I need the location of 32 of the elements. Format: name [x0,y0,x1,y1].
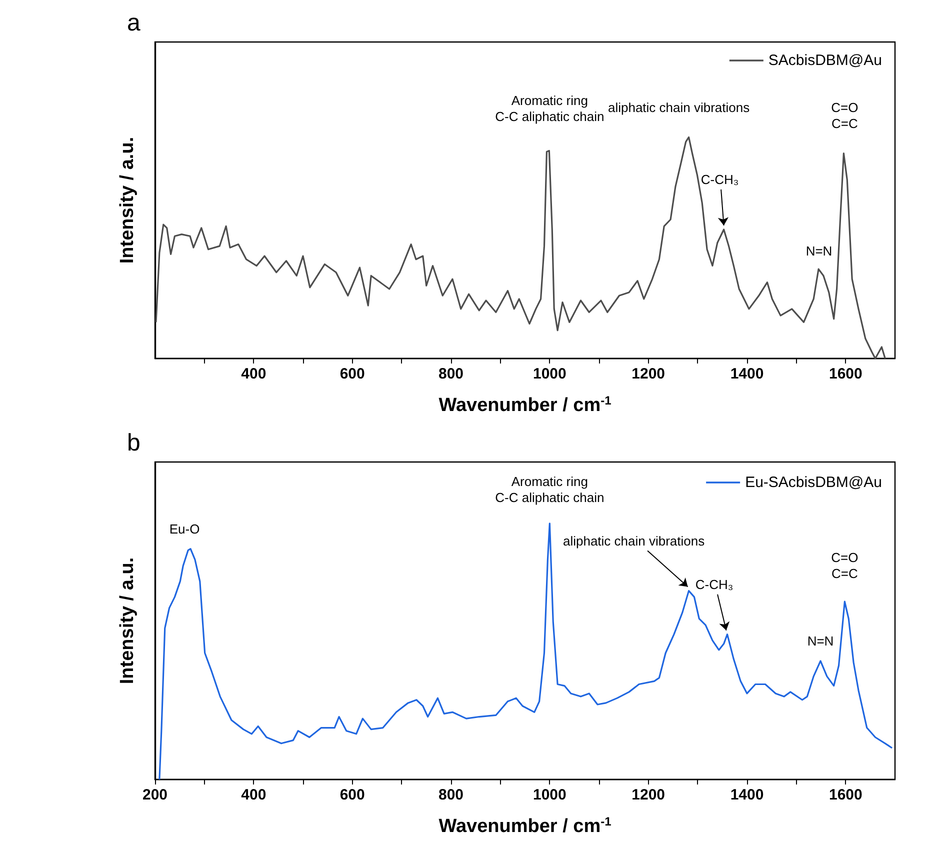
y-axis-title: Intensity / a.u. [117,557,138,684]
y-axis-title: Intensity / a.u. [117,136,138,264]
legend-label: Eu-SAcbisDBM@Au [745,474,882,491]
x-tick-label: 600 [340,786,365,804]
annotation: Aromatic ring C-C aliphatic chain [495,474,604,505]
annotation: C-CH₃ [700,172,739,187]
x-tick-label: 1600 [828,786,862,804]
x-tick-label: 600 [340,366,365,382]
annotation: Aromatic ring C-C aliphatic chain [495,93,604,124]
x-tick-label: 1400 [730,786,764,804]
x-tick-label: 1400 [730,366,764,382]
x-tick-label: 1200 [632,786,666,804]
x-tick-label: 800 [438,786,464,804]
annotation: Eu-O [169,521,200,536]
x-tick-label: 800 [438,366,464,382]
x-tick-label: 1000 [532,786,566,804]
annotation: C=O C=C [831,100,858,131]
annotation: N=N [806,244,832,259]
x-tick-label: 1600 [828,366,862,382]
x-tick-label: 400 [241,786,266,804]
annotation: C=O C=C [831,550,858,582]
legend-label: SAcbisDBM@Au [768,52,882,69]
chart-title: b [127,430,140,456]
x-tick-label: 1200 [632,366,666,382]
annotation: aliphatic chain vibrations [608,100,750,115]
annotation: C-CH₃ [695,576,734,592]
annotation: aliphatic chain vibrations [562,533,706,548]
x-tick-label: 200 [142,786,168,804]
annotation: N=N [807,633,834,648]
chart-title: a [127,10,141,36]
x-tick-label: 1000 [532,366,566,382]
x-tick-label: 400 [241,366,266,382]
